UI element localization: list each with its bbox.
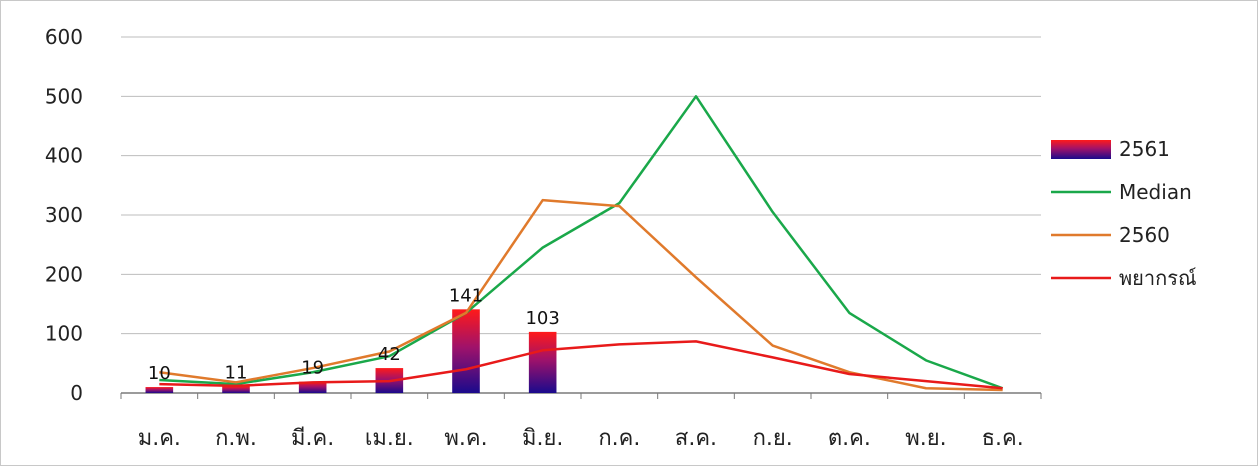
- bar-data-label: 141: [449, 285, 483, 306]
- bar-data-label: 10: [148, 363, 171, 384]
- y-tick-label: 300: [45, 203, 83, 227]
- x-tick-label: พ.ค.: [444, 426, 487, 451]
- legend: 2561 Median 2560 พยากรณ์: [1051, 137, 1197, 290]
- bar-data-label: 42: [378, 344, 401, 365]
- bar-data-label: 103: [525, 308, 559, 329]
- y-tick-label: 400: [45, 144, 83, 168]
- line-2560: [159, 198, 1003, 392]
- legend-swatch-bar: [1051, 140, 1111, 159]
- y-tick-label: 200: [45, 262, 83, 286]
- bar-มิ.ย.: [528, 331, 557, 393]
- x-tick-label: ธ.ค.: [982, 426, 1024, 451]
- x-tick-label: มี.ค.: [291, 426, 334, 451]
- x-axis-ticks: ม.ค. ก.พ. มี.ค. เม.ย. พ.ค. มิ.ย. ก.ค. ส.ค. ก.ย. ต…: [120, 393, 1042, 451]
- legend-label: 2561: [1119, 137, 1170, 161]
- gridlines: [121, 36, 1041, 394]
- line-Median: [159, 95, 1004, 390]
- x-tick-label: ต.ค.: [828, 426, 871, 451]
- y-tick-label: 100: [45, 322, 83, 346]
- bar-มี.ค.: [298, 381, 327, 393]
- bar-ม.ค.: [145, 387, 174, 393]
- bar-series: [145, 309, 557, 393]
- y-tick-label: 600: [45, 25, 83, 49]
- legend-label: Median: [1119, 180, 1192, 204]
- line-พยากรณ์: [159, 340, 1003, 390]
- y-tick-label: 0: [70, 381, 83, 405]
- x-tick-label: ส.ค.: [675, 426, 717, 451]
- legend-label: 2560: [1119, 223, 1170, 247]
- y-tick-label: 500: [45, 84, 83, 108]
- bar-data-labels: 10 11 19 42 141 103: [148, 285, 560, 384]
- x-tick-label: เม.ย.: [365, 426, 414, 451]
- x-tick-label: พ.ย.: [905, 426, 946, 451]
- bar-พ.ค.: [452, 309, 480, 393]
- bar-data-label: 19: [301, 358, 324, 379]
- legend-label: พยากรณ์: [1119, 266, 1197, 290]
- x-tick-label: ก.ค.: [598, 426, 640, 451]
- x-tick-label: มิ.ย.: [522, 426, 563, 451]
- x-tick-label: ก.พ.: [215, 426, 257, 451]
- bar-data-label: 11: [225, 362, 248, 383]
- y-axis-ticks: 0 100 200 300 400 500 600: [45, 25, 83, 405]
- line-series: [159, 95, 1004, 392]
- x-tick-label: ม.ค.: [138, 426, 181, 451]
- x-tick-label: ก.ย.: [753, 426, 793, 451]
- bar-ก.พ.: [222, 386, 250, 393]
